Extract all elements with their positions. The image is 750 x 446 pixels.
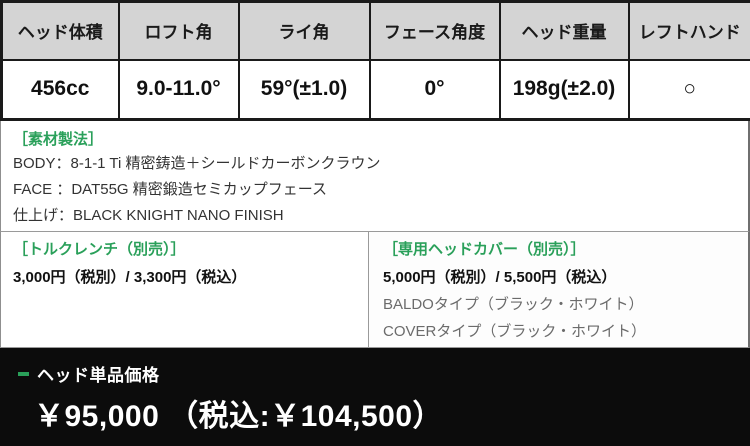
spec-table: ヘッド体積 ロフト角 ライ角 フェース角度 ヘッド重量 レフトハンド 456cc…	[0, 0, 750, 121]
spec-header-head-volume: ヘッド体積	[0, 0, 120, 61]
materials-section: ［素材製法］ BODY：8-1-1 Ti 精密鋳造＋シールドカーボンクラウン F…	[0, 121, 750, 232]
torque-wrench-panel: ［トルクレンチ（別売）］ 3,000円（税別）/ 3,300円（税込）	[1, 232, 369, 347]
spec-header-left-hand: レフトハンド	[627, 0, 750, 61]
head-cover-option-cover: COVERタイプ（ブラック・ホワイト）	[383, 323, 647, 340]
head-cover-title: ［専用ヘッドカバー（別売）］	[383, 241, 586, 258]
spec-value-head-volume: 456cc	[0, 58, 120, 121]
spec-header-lie-angle: ライ角	[237, 0, 371, 61]
materials-line-body: BODY：8-1-1 Ti 精密鋳造＋シールドカーボンクラウン	[13, 155, 381, 172]
accessories-section: ［トルクレンチ（別売）］ 3,000円（税別）/ 3,300円（税込） ［専用ヘ…	[0, 232, 750, 348]
spec-header-row: ヘッド体積 ロフト角 ライ角 フェース角度 ヘッド重量 レフトハンド	[0, 0, 750, 61]
materials-line-finish: 仕上げ：BLACK KNIGHT NANO FINISH	[13, 207, 284, 224]
materials-line-face: FACE ：DAT55G 精密鍛造セミカップフェース	[13, 181, 328, 198]
head-cover-price: 5,000円（税別）/ 5,500円（税込）	[383, 269, 617, 286]
spec-value-row: 456cc 9.0-11.0° 59°(±1.0) 0° 198g(±2.0) …	[0, 58, 750, 121]
green-dash-icon	[18, 371, 29, 376]
materials-title: ［素材製法］	[13, 131, 104, 148]
spec-header-loft-angle: ロフト角	[117, 0, 240, 61]
head-unit-price-value: ￥95,000 （税込:￥104,500）	[34, 400, 444, 433]
spec-header-head-weight: ヘッド重量	[498, 0, 630, 61]
spec-value-lie-angle: 59°(±1.0)	[237, 58, 371, 121]
spec-value-loft-angle: 9.0-11.0°	[117, 58, 240, 121]
spec-header-face-angle: フェース角度	[368, 0, 501, 61]
head-cover-panel: ［専用ヘッドカバー（別売）］ 5,000円（税別）/ 5,500円（税込） BA…	[369, 232, 748, 347]
torque-wrench-price: 3,000円（税別）/ 3,300円（税込）	[13, 269, 247, 286]
price-bar: ヘッド単品価格 ￥95,000 （税込:￥104,500）	[0, 348, 750, 446]
head-unit-price-label: ヘッド単品価格	[37, 366, 160, 385]
head-cover-option-baldo: BALDOタイプ（ブラック・ホワイト）	[383, 296, 644, 313]
price-label-row: ヘッド単品価格	[18, 361, 750, 386]
spec-value-face-angle: 0°	[368, 58, 501, 121]
spec-value-left-hand-available-mark: ○	[627, 58, 750, 121]
torque-wrench-title: ［トルクレンチ（別売）］	[13, 241, 186, 258]
spec-value-head-weight: 198g(±2.0)	[498, 58, 630, 121]
